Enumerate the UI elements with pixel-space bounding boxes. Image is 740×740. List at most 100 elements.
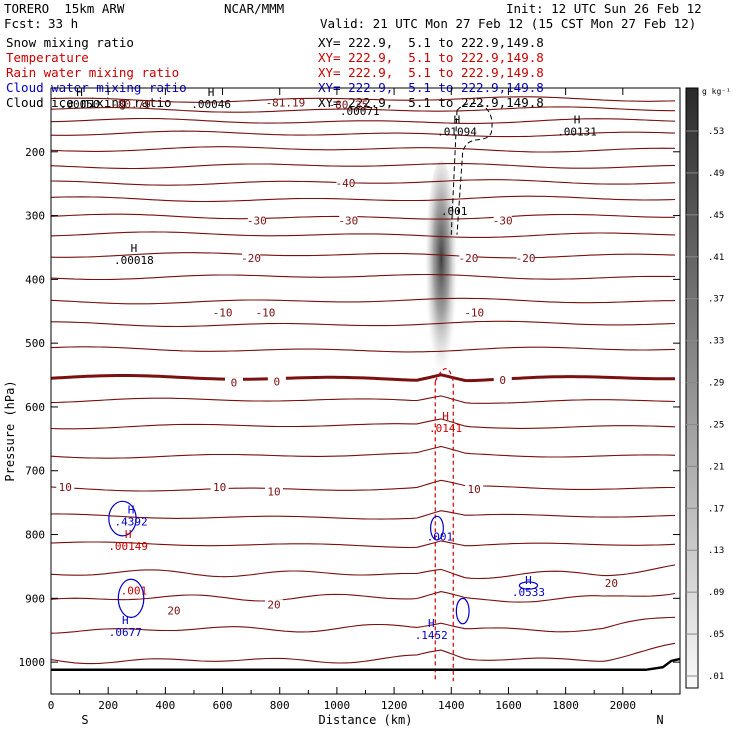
- contour-label: 20: [167, 604, 180, 617]
- extremum-value: .0677: [109, 626, 142, 639]
- field-name-snow: Snow mixing ratio: [6, 35, 134, 50]
- contour-label-bg: [213, 307, 232, 319]
- contour-label: -20: [458, 252, 478, 265]
- contour-label: 0: [231, 377, 238, 390]
- colorbar-label: .53: [708, 127, 724, 137]
- extremum-value: .00050: [60, 98, 100, 111]
- extremum-mark: H: [122, 614, 129, 627]
- contour-labels: 20 20 20 10 10 10 10 0 0 0 -10 -10 -10 -20 -20 -20 -30 -3…: [56, 177, 621, 617]
- extremum-mark: H: [208, 86, 215, 99]
- contour-label: 10: [213, 481, 226, 494]
- x-tick-label: 1800: [552, 699, 579, 712]
- extremum-value: .00046: [191, 98, 231, 111]
- cloud-water-contour: [117, 578, 145, 619]
- x-tick-label: 1400: [438, 699, 465, 712]
- temperature-contour: [50, 179, 676, 186]
- contour-label-bg: [56, 482, 75, 494]
- temperature-contour: [50, 564, 676, 580]
- contour-label-bg: [336, 177, 355, 189]
- x-end-label-north: N: [656, 713, 663, 727]
- temperature-contour: [50, 642, 676, 665]
- extremum-value: .001: [441, 205, 468, 218]
- colorbar-label: .41: [708, 253, 724, 263]
- x-tick-label: 2000: [610, 699, 637, 712]
- contour-label-bg: [224, 377, 243, 389]
- temperature-contour: [50, 96, 676, 103]
- temperature-contour: [50, 418, 676, 430]
- y-tick-label: 200: [25, 146, 45, 159]
- colorbar-label: .01: [708, 672, 724, 682]
- contour-label: -40: [336, 177, 356, 190]
- extremum-mark: H: [428, 617, 435, 630]
- temperature-contour: [50, 146, 675, 153]
- temperature-contour: [50, 373, 675, 383]
- extremum-mark: H: [525, 574, 532, 587]
- cloud-water-contour: [455, 597, 470, 625]
- extremum-value: -80.35: [328, 98, 368, 111]
- contour-label-bg: [265, 599, 284, 611]
- contour-label: -10: [213, 306, 233, 319]
- temperature-contour: [50, 510, 676, 520]
- temperature-contour: [50, 195, 676, 203]
- contour-label: 20: [267, 599, 280, 612]
- hydrometeor-contours: [108, 102, 539, 682]
- extremum-value: .00131: [557, 125, 597, 138]
- extremum-value: .001: [121, 585, 148, 598]
- extremum-value: .4392: [114, 516, 147, 529]
- extremum-value: .00018: [114, 254, 154, 267]
- contour-label: 0: [499, 374, 506, 387]
- contour-label: -20: [516, 252, 536, 265]
- x-tick-label: 200: [98, 699, 118, 712]
- contour-label: -10: [255, 306, 275, 319]
- x-tick-label: 800: [270, 699, 290, 712]
- contour-label-bg: [465, 484, 484, 496]
- colorbar-label: .21: [708, 462, 724, 472]
- x-end-label-south: S: [81, 713, 88, 727]
- x-tick-label: 1600: [495, 699, 522, 712]
- contour-label: 10: [267, 486, 280, 499]
- y-tick-label: 600: [25, 401, 45, 414]
- terrain-surface: [51, 657, 681, 671]
- colorbar-label: .05: [708, 630, 724, 640]
- colorbar-ramp: [685, 87, 699, 689]
- contour-label-bg: [493, 215, 512, 227]
- contour-label: -30: [493, 215, 513, 228]
- plot-frame: [50, 87, 681, 695]
- temperature-contour: [50, 106, 675, 113]
- temperature-contour: [50, 252, 676, 259]
- contour-label: 20: [605, 577, 618, 590]
- colorbar-label: .13: [708, 546, 724, 556]
- colorbar-label: .49: [708, 169, 724, 179]
- y-tick-label: 400: [25, 273, 45, 286]
- temperature-contour: [50, 616, 676, 634]
- y-tick-label: 800: [25, 529, 45, 542]
- colorbar-label: .37: [708, 295, 724, 305]
- extremum-mark: H: [131, 242, 138, 255]
- contour-label-bg: [265, 486, 284, 498]
- temperature-contour: [50, 213, 675, 220]
- contour-label: 10: [59, 481, 72, 494]
- extremum-value: .1452: [415, 629, 448, 642]
- colorbar: .53 .49 .45 .41 .37 .33 .29 .25 .21 .17 .13 .09 .05.…: [685, 87, 731, 689]
- cloud-water-contour: [430, 515, 444, 541]
- contour-label-bg: [256, 307, 275, 319]
- contour-label: 10: [468, 483, 481, 496]
- temperature-contour: [50, 479, 675, 492]
- cloud-water-contour: [108, 500, 137, 537]
- field-name-cloud-ice: Cloud ice mixing ratio: [6, 95, 172, 110]
- contour-label: -20: [241, 252, 261, 265]
- contour-label-bg: [164, 605, 183, 617]
- extremum-mark: H: [574, 113, 581, 126]
- contour-label-bg: [242, 253, 261, 265]
- temperature-contour: [50, 297, 676, 305]
- temperature-contour: [50, 273, 676, 281]
- y-axis-label: Pressure (hPa): [3, 380, 17, 481]
- fcst-label: Fcst:: [4, 16, 42, 31]
- temperature-contour: [50, 163, 676, 170]
- contour-label: -10: [464, 306, 484, 319]
- y-tick-label: 500: [25, 337, 45, 350]
- colorbar-label: .45: [708, 211, 724, 221]
- field-name-temperature: Temperature: [6, 50, 89, 65]
- temperature-contour: [50, 231, 676, 238]
- field-xy-snow: XY= 222.9, 5.1 to 222.9,149.8: [318, 35, 544, 50]
